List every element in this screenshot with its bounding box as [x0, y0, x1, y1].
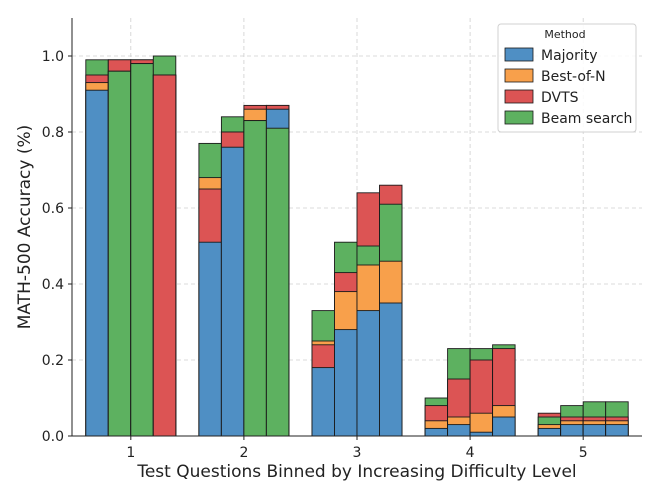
- bar-majority-bin-4-2: [447, 424, 471, 437]
- bar-beam-search-bin-1-2: [107, 70, 132, 437]
- bar-majority-bin-1-1: [85, 89, 109, 437]
- legend-swatch-dvts: [504, 89, 534, 104]
- x-tick-label: 1: [126, 445, 135, 461]
- bar-majority-bin-5-3: [582, 424, 607, 437]
- x-tick-label: 3: [353, 445, 362, 461]
- y-tick-label: 0.0: [42, 429, 64, 445]
- x-tick-label: 5: [579, 445, 588, 461]
- legend-label-beam-search: Beam search: [541, 111, 632, 127]
- bar-majority-bin-3-3: [356, 310, 380, 437]
- bar-beam-search-bin-1-3: [130, 63, 154, 437]
- y-tick-label: 1.0: [42, 49, 64, 65]
- legend-label-majority: Majority: [541, 48, 598, 64]
- legend-label-best-of-n: Best-of-N: [541, 69, 606, 85]
- y-axis-title: MATH-500 Accuracy (%): [15, 125, 35, 330]
- bar-majority-bin-4-4: [492, 416, 516, 437]
- bars: [85, 55, 629, 437]
- bar-majority-bin-5-4: [605, 424, 629, 437]
- bar-beam-search-bin-2-3: [243, 120, 267, 437]
- legend-swatch-best-of-n: [504, 68, 534, 83]
- y-tick-label: 0.8: [42, 125, 64, 141]
- x-tick-label: 2: [239, 445, 248, 461]
- y-tick-label: 0.6: [42, 201, 64, 217]
- legend-swatch-majority: [504, 47, 534, 62]
- bar-majority-bin-3-1: [311, 367, 335, 437]
- axes: [68, 18, 642, 440]
- legend-swatch-beam-search: [504, 110, 534, 125]
- bar-majority-bin-2-2: [220, 146, 245, 437]
- legend-title: Method: [544, 28, 585, 41]
- y-tick-label: 0.4: [42, 277, 64, 293]
- legend: Method Majority Best-of-N DVTS Beam search: [497, 23, 637, 133]
- bar-beam-search-bin-2-4: [265, 127, 290, 437]
- bar-majority-bin-4-3: [469, 431, 494, 437]
- bar-majority-bin-4-1: [424, 427, 449, 437]
- bar-majority-bin-3-4: [379, 302, 403, 437]
- y-tick-label: 0.2: [42, 353, 64, 369]
- bar-dvts-bin-1-4: [152, 74, 177, 437]
- tick-labels: 0.0 0.2 0.4 0.6 0.8 1.0 1 2 3 4 5: [42, 49, 588, 461]
- bar-majority-bin-2-1: [198, 241, 222, 437]
- bar-majority-bin-5-2: [560, 424, 584, 437]
- legend-label-dvts: DVTS: [541, 90, 579, 106]
- x-axis-title: Test Questions Binned by Increasing Diff…: [136, 462, 576, 482]
- bar-majority-bin-3-2: [334, 329, 358, 437]
- bar-majority-bin-5-1: [537, 427, 562, 437]
- x-tick-label: 4: [466, 445, 475, 461]
